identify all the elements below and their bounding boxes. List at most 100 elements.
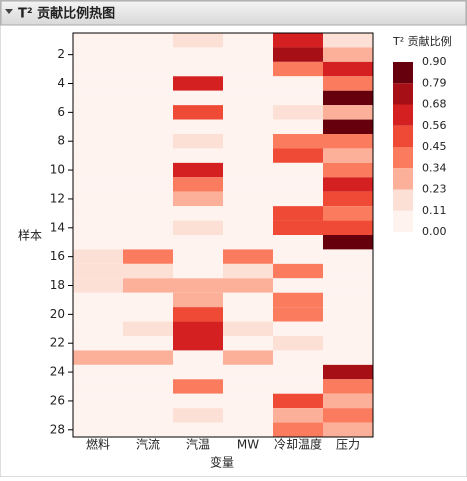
heatmap-cell (173, 105, 223, 120)
heatmap-cell (273, 408, 323, 423)
heatmap-cell (173, 61, 223, 77)
heatmap-cell (173, 408, 223, 423)
x-tick-label: 燃料 (86, 437, 110, 452)
legend-tick-label: 0.68 (422, 98, 447, 111)
heatmap-cell (123, 76, 173, 91)
legend-swatch (393, 210, 413, 232)
heatmap-cell (273, 206, 323, 221)
heatmap-cell (123, 220, 173, 235)
legend-tick-label: 0.00 (422, 225, 447, 238)
heatmap-cell (273, 336, 323, 351)
heatmap-cell (173, 162, 223, 178)
heatmap-cell (73, 76, 123, 91)
heatmap-cell (123, 350, 173, 365)
heatmap-cell (323, 76, 373, 91)
heatmap-cell (73, 278, 123, 293)
legend-swatch (393, 83, 413, 105)
heatmap-cell (173, 422, 223, 437)
heatmap-cell (323, 235, 373, 250)
heatmap-cell (73, 350, 123, 365)
y-tick-label: 4 (57, 76, 65, 90)
heatmap-cell (223, 422, 273, 437)
legend-swatch (393, 104, 413, 126)
y-tick-label: 6 (57, 105, 65, 119)
legend-tick-label: 0.45 (422, 140, 447, 153)
heatmap-cell (223, 278, 273, 293)
heatmap-cell (73, 321, 123, 336)
heatmap-cell (223, 263, 273, 279)
heatmap-cell (73, 191, 123, 207)
heatmap-cell (73, 134, 123, 149)
heatmap-cell (173, 33, 223, 48)
plot-border (72, 32, 374, 438)
heatmap-cell (123, 235, 173, 250)
heatmap-cell (223, 350, 273, 365)
heatmap-cell (323, 119, 373, 134)
title-bar (0, 0, 467, 26)
heatmap-cell (123, 47, 173, 62)
disclosure-icon[interactable] (5, 9, 13, 14)
y-tick-label: 16 (50, 249, 65, 263)
heatmap-cell (123, 206, 173, 221)
heatmap-cell (123, 33, 173, 48)
heatmap-cell (73, 249, 123, 264)
heatmap-cell (73, 364, 123, 380)
heatmap-cell (73, 206, 123, 221)
x-tick-label: MW (237, 438, 259, 452)
y-tick-label: 22 (50, 336, 65, 350)
heatmap-cell (223, 191, 273, 207)
heatmap-cell (73, 61, 123, 77)
heatmap-cell (73, 162, 123, 178)
heatmap-cell (273, 249, 323, 264)
heatmap-cell (223, 61, 273, 77)
heatmap-cell (323, 321, 373, 336)
heatmap-cell (273, 162, 323, 178)
x-tick-label: 汽流 (136, 437, 160, 452)
heatmap-cell (323, 263, 373, 279)
heatmap-cell (123, 307, 173, 322)
heatmap-cell (73, 307, 123, 322)
heatmap-cell (223, 408, 273, 423)
heatmap-cell (123, 90, 173, 106)
heatmap-cell (173, 393, 223, 409)
heatmap-cell (273, 263, 323, 279)
heatmap-cell (173, 235, 223, 250)
y-tick-label: 24 (50, 365, 65, 379)
heatmap-cell (223, 307, 273, 322)
legend-tick-label: 0.11 (422, 204, 447, 217)
heatmap-cell (173, 336, 223, 351)
heatmap-cell (273, 119, 323, 134)
x-axis-label: 变量 (210, 455, 234, 470)
heatmap-cell (123, 278, 173, 293)
heatmap-cell (223, 220, 273, 235)
heatmap-cell (73, 292, 123, 308)
legend-title: T² 贡献比例 (392, 34, 452, 48)
heatmap-cell (323, 393, 373, 409)
heatmap-cell (273, 148, 323, 163)
heatmap-cell (73, 105, 123, 120)
heatmap-cell (173, 191, 223, 207)
heatmap-cell (223, 321, 273, 336)
heatmap-cell (323, 379, 373, 394)
heatmap-cell (323, 134, 373, 149)
heatmap-cell (173, 148, 223, 163)
heatmap-cell (173, 249, 223, 264)
heatmap-cell (323, 177, 373, 192)
heatmap-cell (73, 220, 123, 235)
heatmap-cell (123, 162, 173, 178)
heatmap-cell (223, 134, 273, 149)
heatmap-cell (323, 162, 373, 178)
heatmap-cell (173, 278, 223, 293)
heatmap-cell (323, 307, 373, 322)
legend-swatch (393, 125, 413, 147)
heatmap-cell (323, 90, 373, 106)
heatmap-cell (223, 364, 273, 380)
heatmap-cell (123, 408, 173, 423)
x-tick-label: 压力 (336, 438, 360, 452)
heatmap-cell (323, 336, 373, 351)
heatmap-cell (223, 119, 273, 134)
heatmap-cell (273, 235, 323, 250)
heatmap-cell (123, 292, 173, 308)
y-tick-label: 12 (50, 191, 65, 205)
heatmap-cell (173, 119, 223, 134)
